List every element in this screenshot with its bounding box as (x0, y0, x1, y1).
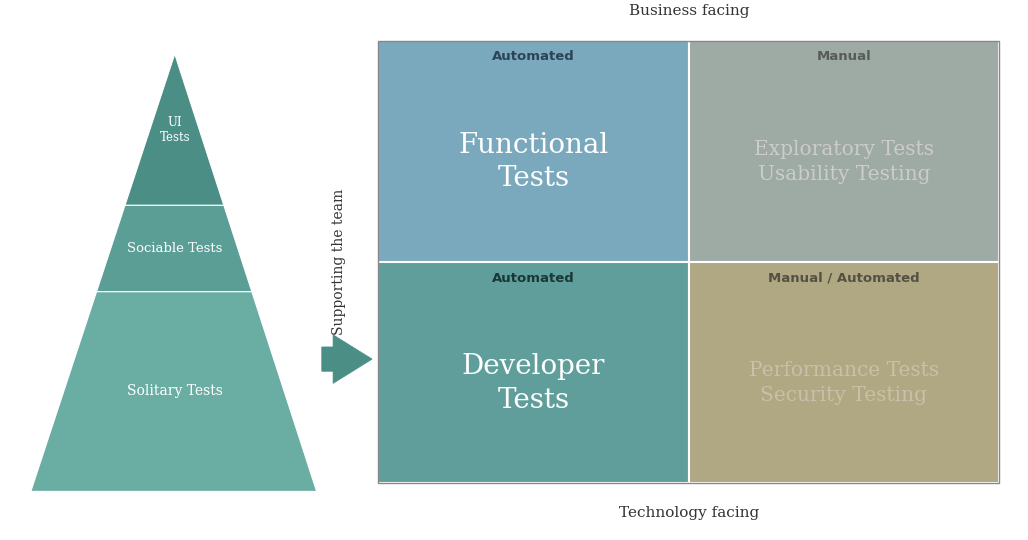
Text: Exploratory Tests
Usability Testing: Exploratory Tests Usability Testing (754, 140, 934, 184)
Text: UI
Tests: UI Tests (159, 116, 190, 144)
Polygon shape (31, 292, 317, 491)
Text: Technology facing: Technology facing (619, 506, 759, 520)
Text: Business facing: Business facing (628, 4, 749, 18)
Text: Supporting the team: Supporting the team (332, 189, 346, 335)
Polygon shape (322, 335, 372, 383)
Text: Automated: Automated (492, 50, 575, 63)
Text: Automated: Automated (492, 272, 575, 285)
Text: Sociable Tests: Sociable Tests (127, 242, 222, 255)
Bar (689, 40, 999, 262)
Polygon shape (125, 54, 224, 205)
Bar (378, 262, 689, 483)
Text: Functional
Tests: Functional Tests (458, 132, 609, 192)
Bar (378, 40, 689, 262)
Text: Manual: Manual (816, 50, 872, 63)
Text: Manual / Automated: Manual / Automated (768, 272, 920, 285)
Bar (689, 262, 999, 483)
Polygon shape (97, 205, 252, 292)
Text: Solitary Tests: Solitary Tests (126, 384, 223, 399)
Text: Developer
Tests: Developer Tests (462, 353, 605, 414)
Bar (378, 40, 999, 483)
Text: Performance Tests
Security Testing: Performance Tests Security Testing (749, 361, 939, 406)
